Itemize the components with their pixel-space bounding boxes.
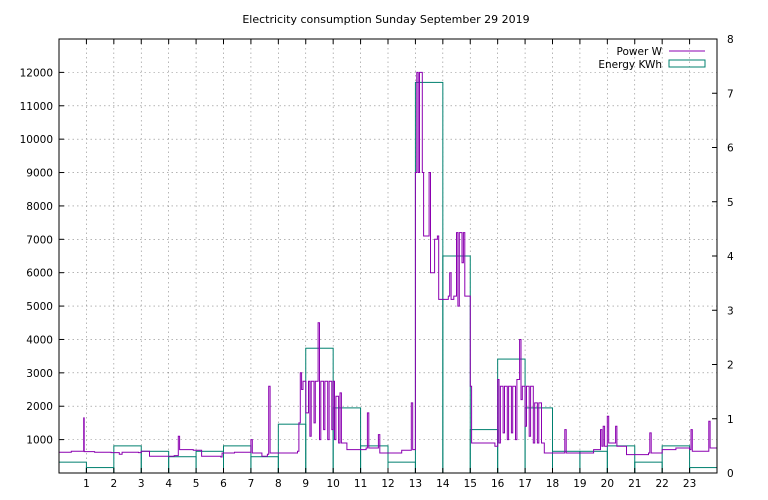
grid <box>59 39 717 473</box>
x-tick-label: 17 <box>518 478 531 490</box>
power-line <box>59 71 717 458</box>
x-tick-label: 11 <box>354 478 367 490</box>
y-left-tick-label: 8000 <box>26 201 53 213</box>
y-left-tick-label: 2000 <box>26 401 53 413</box>
y-right-tick-label: 1 <box>727 414 734 426</box>
y-left-tick-label: 6000 <box>26 268 53 280</box>
y-left-tick-label: 11000 <box>20 101 53 113</box>
energy-bar <box>277 423 307 474</box>
energy-bar <box>387 461 416 474</box>
legend: Power W Energy KWh <box>598 46 706 71</box>
x-tick-label: 15 <box>464 478 477 490</box>
x-tick-label: 13 <box>409 478 422 490</box>
x-tick-label: 3 <box>138 478 145 490</box>
energy-bar <box>579 450 608 474</box>
x-tick-label: 6 <box>220 478 227 490</box>
y-right-tick-label: 5 <box>727 197 734 209</box>
chart-title: Electricity consumption Sunday September… <box>242 13 529 26</box>
x-tick-label: 12 <box>381 478 394 490</box>
x-tick-label: 4 <box>165 478 172 490</box>
x-tick-label: 20 <box>601 478 614 490</box>
energy-bar <box>85 467 115 474</box>
x-tick-label: 7 <box>248 478 255 490</box>
energy-bar <box>606 445 636 474</box>
x-tick-label: 2 <box>110 478 117 490</box>
energy-bar <box>250 456 279 474</box>
y-left-tick-label: 3000 <box>26 368 53 380</box>
x-tick-label: 16 <box>491 478 505 490</box>
x-tick-label: 9 <box>302 478 309 490</box>
x-tick-label: 18 <box>546 478 559 490</box>
y-right-tick-label: 6 <box>727 143 734 155</box>
y-right-tick-label: 7 <box>727 88 734 100</box>
x-tick-label: 5 <box>193 478 200 490</box>
y-right-tick-label: 0 <box>727 468 734 480</box>
y-right-tick-label: 8 <box>727 34 734 46</box>
y-right-tick-label: 3 <box>727 305 734 317</box>
energy-bar <box>469 429 499 474</box>
legend-swatch-energy <box>668 59 706 68</box>
y-right-tick-label: 4 <box>727 251 734 263</box>
y-left-tick-label: 10000 <box>20 134 53 146</box>
y-left-tick-label: 9000 <box>26 168 53 180</box>
x-tick-label: 23 <box>683 478 696 490</box>
energy-bar <box>58 461 87 474</box>
x-tick-label: 8 <box>275 478 282 490</box>
energy-bar <box>634 461 663 474</box>
energy-bar <box>223 445 252 474</box>
x-tick-label: 19 <box>573 478 586 490</box>
energy-bar <box>552 450 581 474</box>
legend-label-power: Power W <box>617 46 663 58</box>
energy-bar <box>168 456 197 474</box>
x-tick-label: 1 <box>83 478 90 490</box>
x-tick-label: 14 <box>436 478 450 490</box>
legend-label-energy: Energy KWh <box>598 59 662 71</box>
axis-ticks: 1 2 3 4 5 6 7 8 9 10 11 12 13 14 15 16 17 18 19 20 21 22 23100… <box>20 34 734 490</box>
y-left-tick-label: 1000 <box>26 435 53 447</box>
y-left-tick-label: 5000 <box>26 301 53 313</box>
y-left-tick-label: 12000 <box>20 67 53 79</box>
energy-bar <box>332 407 362 474</box>
x-tick-label: 10 <box>326 478 339 490</box>
y-left-tick-label: 4000 <box>26 334 53 346</box>
x-tick-label: 22 <box>655 478 668 490</box>
y-right-tick-label: 2 <box>727 360 734 372</box>
energy-bar <box>195 450 224 474</box>
y-left-tick-label: 7000 <box>26 234 53 246</box>
energy-bar <box>113 445 142 474</box>
energy-bar <box>689 467 718 474</box>
x-tick-label: 21 <box>628 478 641 490</box>
energy-bar <box>140 450 170 474</box>
power-line-group <box>59 71 717 458</box>
